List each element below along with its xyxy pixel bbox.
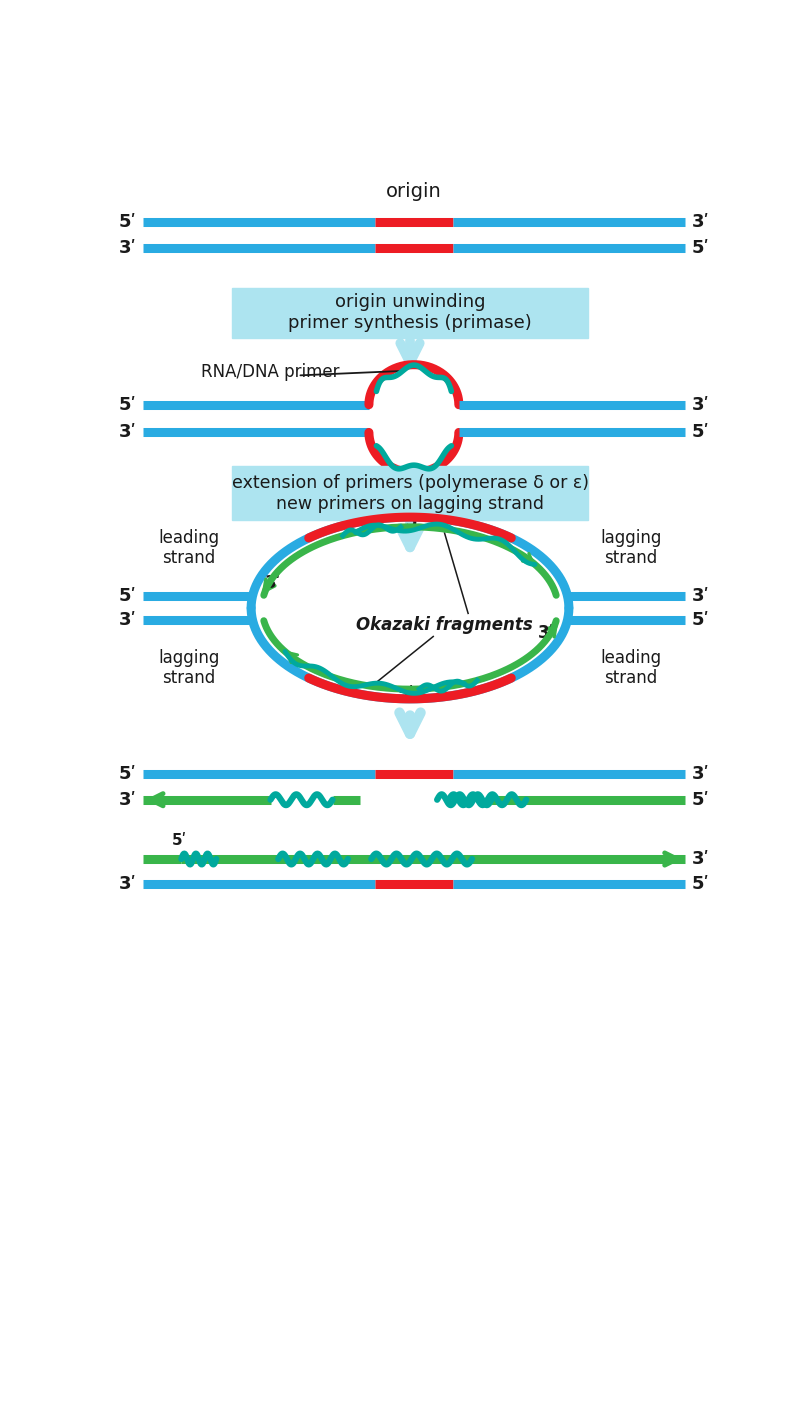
FancyBboxPatch shape: [232, 466, 588, 520]
Text: 5ʹ: 5ʹ: [118, 765, 137, 784]
Text: lagging
strand: lagging strand: [158, 648, 220, 687]
Text: 3ʹ: 3ʹ: [118, 239, 137, 256]
Text: 3ʹ: 3ʹ: [118, 876, 137, 893]
Text: 5ʹ: 5ʹ: [691, 876, 710, 893]
Text: origin: origin: [386, 182, 442, 201]
Text: 3ʹ: 3ʹ: [691, 850, 710, 867]
Text: 3ʹ: 3ʹ: [691, 395, 710, 414]
Text: 3ʹ: 3ʹ: [538, 624, 555, 643]
Text: Okazaki fragments: Okazaki fragments: [357, 616, 534, 634]
Text: leading
strand: leading strand: [600, 648, 662, 687]
Text: 5ʹ: 5ʹ: [691, 611, 710, 630]
Text: 3ʹ: 3ʹ: [691, 765, 710, 784]
Text: origin unwinding
primer synthesis (primase): origin unwinding primer synthesis (prima…: [288, 293, 532, 333]
Text: 3ʹ: 3ʹ: [691, 587, 710, 604]
Text: 5ʹ: 5ʹ: [406, 513, 422, 530]
Text: 5ʹ: 5ʹ: [691, 239, 710, 256]
Text: RNA/DNA primer: RNA/DNA primer: [201, 364, 339, 381]
Text: 3ʹ: 3ʹ: [118, 611, 137, 630]
Text: 3ʹ: 3ʹ: [265, 574, 282, 592]
Text: 5ʹ: 5ʹ: [691, 791, 710, 809]
Text: extension of primers (polymerase δ or ε)
new primers on lagging strand: extension of primers (polymerase δ or ε)…: [231, 474, 589, 513]
Text: 5ʹ: 5ʹ: [118, 395, 137, 414]
Text: 3ʹ: 3ʹ: [691, 213, 710, 232]
FancyBboxPatch shape: [232, 287, 588, 338]
Text: 5ʹ: 5ʹ: [171, 833, 186, 849]
Text: lagging
strand: lagging strand: [600, 529, 662, 567]
Text: leading
strand: leading strand: [158, 529, 220, 567]
Text: 5ʹ: 5ʹ: [398, 685, 414, 702]
Text: 3ʹ: 3ʹ: [118, 424, 137, 441]
Text: 5ʹ: 5ʹ: [118, 213, 137, 232]
Text: 5ʹ: 5ʹ: [118, 587, 137, 604]
Text: 3ʹ: 3ʹ: [118, 791, 137, 809]
Text: 5ʹ: 5ʹ: [691, 424, 710, 441]
